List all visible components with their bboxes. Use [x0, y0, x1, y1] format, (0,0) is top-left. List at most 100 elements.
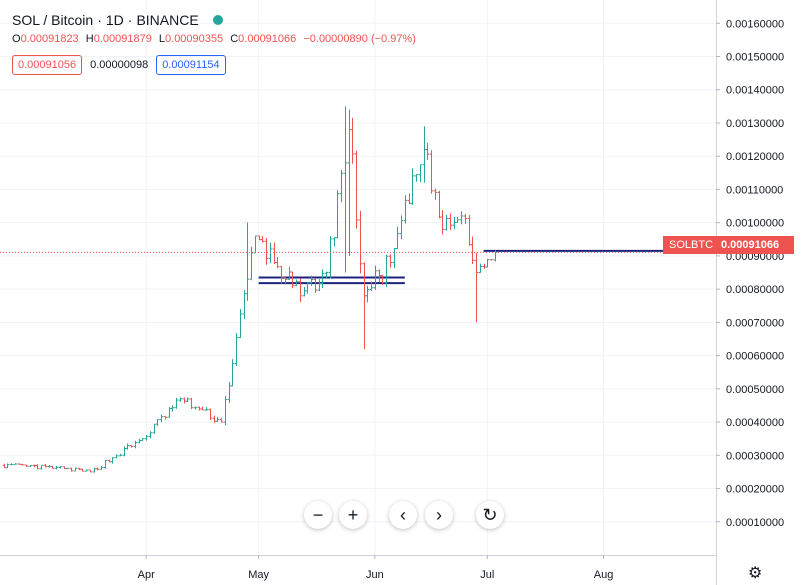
ohlc-bar	[380, 274, 385, 286]
zoom-in-button[interactable]: +	[339, 501, 367, 529]
ohlc-bar	[298, 278, 303, 303]
separator: ·	[97, 12, 102, 28]
price-axis-label: 0.00140000	[726, 85, 784, 97]
ohlc-bar	[437, 190, 442, 219]
low-value: 0.00090355	[165, 33, 224, 45]
ohlc-bar	[268, 242, 273, 264]
price-axis-label: 0.00070000	[726, 317, 784, 329]
ohlc-bar	[189, 397, 194, 410]
ohlc-bar	[230, 359, 235, 387]
ask-price-box[interactable]: 0.00091154	[156, 55, 226, 75]
ohlc-bar	[193, 406, 198, 410]
ohlc-bar	[215, 416, 220, 422]
close-value: 0.00091066	[238, 33, 297, 45]
ohlc-bar	[65, 467, 70, 470]
interval-label[interactable]: 1D	[105, 12, 124, 28]
ohlc-bar	[320, 269, 325, 288]
ohlc-bar	[5, 463, 10, 469]
ohlc-bar	[429, 150, 434, 194]
ohlc-bar	[272, 242, 277, 265]
price-axis-label: 0.00130000	[726, 118, 784, 130]
ohlc-bar	[170, 405, 175, 412]
ohlc-bar	[425, 142, 430, 160]
bid-price-box[interactable]: 0.00091056	[12, 55, 83, 75]
ohlc-bar	[444, 214, 449, 231]
ohlc-bar	[140, 438, 145, 442]
ohlc-bar	[313, 278, 318, 293]
ohlc-bar	[474, 252, 479, 323]
ohlc-bar	[354, 150, 359, 229]
ohlc-bar	[200, 406, 205, 411]
ohlc-bar	[234, 333, 239, 367]
market-status-icon	[212, 15, 223, 25]
ohlc-bar	[148, 431, 153, 439]
ohlc-bar	[369, 281, 374, 292]
ohlc-bar	[433, 188, 438, 200]
high-label: H	[85, 33, 94, 45]
scroll-right-button[interactable]: ›	[425, 501, 453, 529]
open-label: O	[12, 33, 21, 45]
time-axis-label: Apr	[138, 569, 155, 581]
chart-header: SOL / Bitcoin · 1D · BINANCE	[12, 10, 223, 30]
ohlc-bar	[110, 457, 115, 464]
ohlc-bar	[388, 254, 393, 268]
ohlc-bar	[347, 109, 352, 256]
ohlc-bar	[114, 454, 119, 459]
ohlc-bar	[343, 106, 348, 273]
ohlc-bar	[43, 463, 48, 468]
ohlc-bar	[260, 236, 265, 243]
price-axis-label: 0.00080000	[726, 284, 784, 296]
price-axis-label: 0.00020000	[726, 484, 784, 496]
ohlc-bar	[279, 266, 284, 284]
ohlc-bar	[24, 464, 29, 467]
ohlc-bar	[88, 469, 93, 473]
reset-icon: ↻	[482, 504, 498, 525]
ohlc-bar	[9, 463, 14, 466]
ohlc-bar	[129, 445, 134, 448]
ohlc-bar	[339, 169, 344, 203]
ohlc-bar	[58, 466, 63, 469]
ohlc-bar	[448, 213, 453, 230]
ohlc-bar	[103, 459, 108, 469]
bid-ask-row: 0.00091056 0.00000098 0.00091154	[12, 55, 226, 75]
ohlc-bar	[403, 195, 408, 224]
price-axis-label: 0.00110000	[726, 184, 783, 196]
ohlc-bar	[350, 117, 355, 164]
low-label: L	[158, 33, 166, 45]
price-axis-label: 0.00160000	[726, 18, 784, 30]
time-axis-label: Jun	[366, 569, 384, 581]
price-axis[interactable]: 0.00010000 0.00020000 0.00030000 0.00040000…	[716, 0, 784, 585]
ohlc-bar	[253, 235, 258, 254]
symbol-name[interactable]: SOL / Bitcoin	[12, 12, 94, 28]
ohlc-bar	[84, 469, 89, 472]
ohlc-bar	[223, 396, 228, 426]
reset-chart-button[interactable]: ↻	[476, 501, 504, 529]
ohlc-bar	[208, 408, 213, 421]
chevron-left-icon: ‹	[400, 504, 406, 525]
ohlc-bar	[294, 279, 299, 287]
time-axis[interactable]: Apr May Jun Jul Aug	[0, 555, 716, 581]
zoom-out-button[interactable]: −	[304, 501, 332, 529]
ohlc-bar	[54, 465, 59, 470]
price-axis-label: 0.00060000	[726, 351, 784, 363]
time-axis-label: Aug	[594, 569, 614, 581]
ohlc-bar	[185, 397, 190, 403]
ohlc-bar	[133, 440, 138, 449]
ohlc-bar	[155, 419, 160, 427]
settings-gear-icon[interactable]: ⚙	[748, 565, 763, 582]
ohlc-bar	[80, 468, 85, 472]
ohlc-bar	[99, 465, 104, 470]
time-axis-label: Jul	[480, 569, 494, 581]
separator: ·	[127, 12, 133, 28]
scroll-left-button[interactable]: ‹	[389, 501, 417, 529]
price-axis-label: 0.00040000	[726, 417, 784, 429]
ohlc-bar	[309, 275, 314, 287]
ohlc-bar	[227, 381, 232, 404]
ohlc-bar	[163, 416, 168, 420]
ohlc-bar	[410, 168, 415, 205]
ohlc-bar	[305, 281, 310, 294]
ohlc-bar	[365, 285, 370, 303]
exchange-label: BINANCE	[136, 12, 199, 28]
ohlc-bar	[324, 271, 329, 279]
